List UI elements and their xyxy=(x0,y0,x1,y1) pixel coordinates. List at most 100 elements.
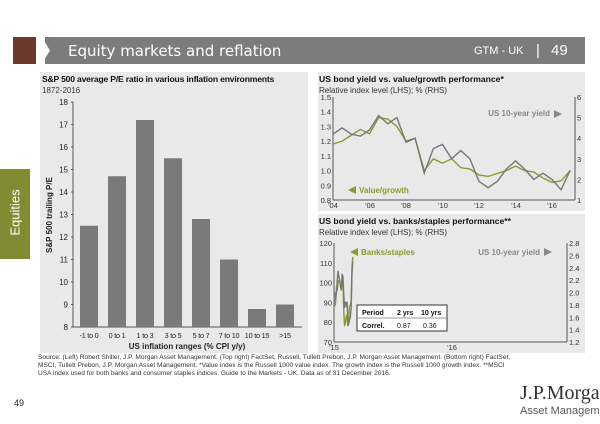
page-title: Equity markets and reflation xyxy=(68,42,282,60)
y-tick-label: 10 xyxy=(59,278,68,287)
y-tick-label: 14 xyxy=(59,188,68,197)
left-tick-label: 1.3 xyxy=(321,122,331,131)
series-line-gray xyxy=(333,261,354,327)
right-tick-label: 1.2 xyxy=(569,338,579,347)
left-tick-label: 90 xyxy=(324,298,332,307)
y-axis-label: S&P 500 trailing P/E xyxy=(45,176,54,253)
right-tick-label: 5 xyxy=(577,114,581,123)
x-tick-label: 10 to 15 xyxy=(245,331,270,340)
x-tick-label: 7 to 10 xyxy=(219,331,240,340)
table-header: 10 yrs xyxy=(421,310,441,317)
table-cell: 0.87 xyxy=(397,323,411,330)
pe-chart-subtitle: 1872-2016 xyxy=(42,86,81,95)
y-tick-label: 16 xyxy=(59,143,68,152)
left-tick-label: 1.4 xyxy=(321,108,331,117)
arrow-right-icon xyxy=(554,110,562,118)
table-cell: 0.36 xyxy=(423,323,437,330)
right-tick-label: 1.8 xyxy=(569,301,579,310)
bar xyxy=(136,120,154,327)
header-page-number: 49 xyxy=(551,42,568,59)
source-note: Source: (Left) Robert Shiller, J.P. Morg… xyxy=(38,354,511,377)
x-tick-label: 3 to 5 xyxy=(165,331,182,340)
right-tick-label: 2.6 xyxy=(569,251,579,260)
x-axis-label: US inflation ranges (% CPI y/y) xyxy=(129,342,246,351)
y-tick-label: 17 xyxy=(59,121,68,130)
table-header: Period xyxy=(362,310,384,317)
x-tick-label: '04 xyxy=(328,201,338,210)
left-tick-label: 0.9 xyxy=(321,181,331,190)
bar xyxy=(248,309,266,327)
x-tick-label: '08 xyxy=(401,201,411,210)
bar xyxy=(164,158,182,327)
right-tick-label: 4 xyxy=(577,134,581,143)
header-separator: | xyxy=(536,42,540,59)
value-growth-subtitle: Relative index level (LHS); % (RHS) xyxy=(319,86,448,95)
jpmorgan-logo: J.P.Morgan xyxy=(520,382,600,404)
y-tick-label: 11 xyxy=(60,256,69,265)
right-tick-label: 3 xyxy=(577,155,581,164)
x-tick-label: '16 xyxy=(547,201,557,210)
x-tick-label: 5 to 7 xyxy=(193,331,210,340)
arrow-right-icon xyxy=(544,248,552,256)
x-tick-label: -1 to 0 xyxy=(80,331,99,340)
y-tick-label: 9 xyxy=(64,301,69,310)
right-tick-label: 2.0 xyxy=(569,289,579,298)
left-tick-label: 0.8 xyxy=(321,196,331,205)
right-tick-label: 1.6 xyxy=(569,313,579,322)
guide-tag: GTM - UK xyxy=(474,45,524,57)
sidebar-tab xyxy=(0,169,30,259)
right-tick-label: 6 xyxy=(577,93,581,102)
bar xyxy=(192,219,210,327)
left-tick-label: 1.1 xyxy=(321,152,331,161)
x-tick-label: '14 xyxy=(511,201,521,210)
arrow-left-icon xyxy=(348,186,356,194)
bar xyxy=(108,176,126,327)
x-tick-label: 0 to 1 xyxy=(109,331,126,340)
legend-banks-staples: Banks/staples xyxy=(361,248,415,257)
right-tick-label: 2 xyxy=(577,175,581,184)
y-tick-label: 8 xyxy=(64,323,69,332)
left-tick-label: 70 xyxy=(324,338,332,347)
x-tick-label: '12 xyxy=(474,201,484,210)
right-tick-label: 2.8 xyxy=(569,239,579,248)
left-tick-label: 120 xyxy=(319,239,332,248)
y-tick-label: 12 xyxy=(59,233,68,242)
left-tick-label: 110 xyxy=(320,259,332,268)
x-tick-label: >15 xyxy=(279,331,291,340)
left-tick-label: 100 xyxy=(319,279,332,288)
y-tick-label: 15 xyxy=(59,166,68,175)
arrow-left-icon xyxy=(350,248,358,256)
right-tick-label: 1 xyxy=(577,196,581,205)
left-tick-label: 80 xyxy=(324,318,332,327)
x-tick-label: '15 xyxy=(329,343,339,352)
legend-yield: US 10-year yield xyxy=(478,248,540,257)
banks-staples-subtitle: Relative index level (LHS); % (RHS) xyxy=(319,228,448,237)
asset-management-label: Asset Management xyxy=(520,405,600,417)
y-tick-label: 18 xyxy=(59,98,68,107)
left-tick-label: 1.2 xyxy=(321,137,331,146)
x-tick-label: '16 xyxy=(447,343,457,352)
x-tick-label: '10 xyxy=(438,201,448,210)
value-growth-title: US bond yield vs. value/growth performan… xyxy=(319,74,504,84)
right-tick-label: 1.4 xyxy=(569,326,579,335)
legend-value-growth: Value/growth xyxy=(359,186,409,195)
value-growth-chart-panel xyxy=(318,72,585,211)
table-header: 2 yrs xyxy=(397,310,413,317)
bar xyxy=(220,259,238,327)
table-cell: Correl. xyxy=(362,323,385,330)
pe-chart-title: S&P 500 average P/E ratio in various inf… xyxy=(42,74,275,84)
bar xyxy=(80,225,98,327)
x-tick-label: '06 xyxy=(365,201,375,210)
x-tick-label: 1 to 3 xyxy=(137,331,154,340)
series-line-green xyxy=(332,116,571,184)
bar xyxy=(276,304,294,327)
y-tick-label: 13 xyxy=(59,211,68,220)
left-tick-label: 1.5 xyxy=(321,93,331,102)
series-line-gray xyxy=(332,114,571,191)
right-tick-label: 2.2 xyxy=(569,276,579,285)
left-tick-label: 1.0 xyxy=(321,167,331,176)
right-tick-label: 2.4 xyxy=(569,264,579,273)
legend-yield: US 10-year yield xyxy=(488,109,550,118)
footer-page-number: 49 xyxy=(14,398,25,408)
